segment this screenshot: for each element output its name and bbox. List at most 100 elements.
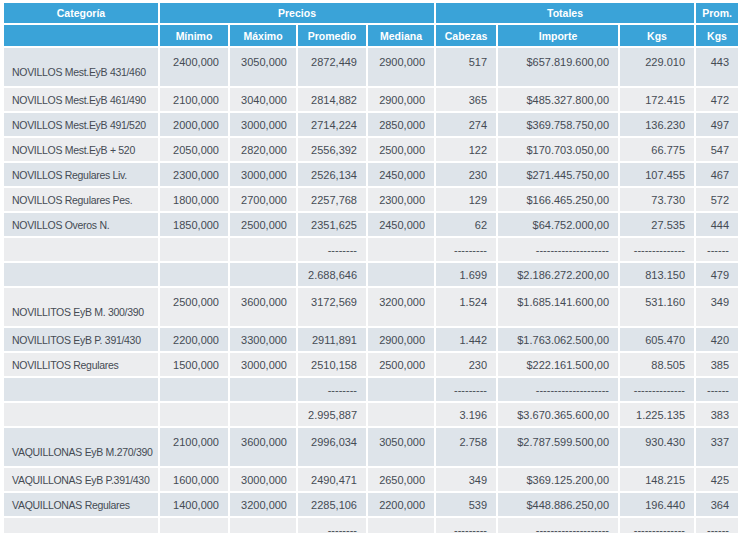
importe-cell: $1.763.062.500,00 <box>498 328 620 353</box>
prom-kgs-cell: ------ <box>696 238 740 263</box>
promedio-cell: 2285,106 <box>298 493 368 518</box>
minimo-cell: 2050,000 <box>160 138 230 163</box>
kgs-cell: 73.730 <box>620 188 696 213</box>
mediana-cell <box>368 263 436 288</box>
subheader-mediana: Mediana <box>368 25 436 48</box>
promedio-cell: -------- <box>298 238 368 263</box>
dashes-row: ----------------------------------------… <box>4 518 740 533</box>
subheader-categoria <box>4 25 160 48</box>
maximo-cell <box>230 263 298 288</box>
minimo-cell: 2000,000 <box>160 113 230 138</box>
category-cell <box>4 518 160 533</box>
importe-cell: -------------------- <box>498 518 620 533</box>
kgs-cell: 172.415 <box>620 88 696 113</box>
prom-kgs-cell: 443 <box>696 48 740 88</box>
category-cell: NOVILLOS Mest.EyB 431/460 <box>4 48 160 88</box>
promedio-cell: 2257,768 <box>298 188 368 213</box>
promedio-cell: 2814,882 <box>298 88 368 113</box>
prom-kgs-cell: 547 <box>696 138 740 163</box>
table-row: NOVILLOS Regulares Pes.1800,0002700,0002… <box>4 188 740 213</box>
prom-kgs-cell: 472 <box>696 88 740 113</box>
mediana-cell: 3200,000 <box>368 288 436 328</box>
kgs-cell: 107.455 <box>620 163 696 188</box>
promedio-cell: 3172,569 <box>298 288 368 328</box>
minimo-cell <box>160 378 230 403</box>
kgs-cell: 88.505 <box>620 353 696 378</box>
promedio-cell: 2510,158 <box>298 353 368 378</box>
importe-cell: $64.752.000,00 <box>498 213 620 238</box>
category-cell <box>4 263 160 288</box>
kgs-cell: 27.535 <box>620 213 696 238</box>
importe-cell: $170.703.050,00 <box>498 138 620 163</box>
minimo-cell <box>160 403 230 428</box>
maximo-cell: 3600,000 <box>230 288 298 328</box>
dashes-row: ----------------------------------------… <box>4 378 740 403</box>
header-prom: Prom. <box>696 3 740 25</box>
page: Categoría Precios Totales Prom. MínimoMá… <box>0 0 746 533</box>
mediana-cell: 2450,000 <box>368 213 436 238</box>
table-row: NOVILLOS Mest.EyB 461/4902100,0003040,00… <box>4 88 740 113</box>
minimo-cell <box>160 263 230 288</box>
header-column-row: MínimoMáximoPromedioMedianaCabezasImport… <box>4 25 740 48</box>
minimo-cell <box>160 238 230 263</box>
cabezas-cell: --------- <box>436 518 498 533</box>
importe-cell: -------------------- <box>498 238 620 263</box>
price-table: Categoría Precios Totales Prom. MínimoMá… <box>4 3 740 533</box>
category-cell: VAQUILLONAS EyB M.270/390 <box>4 428 160 468</box>
importe-cell: $448.886.250,00 <box>498 493 620 518</box>
category-cell <box>4 238 160 263</box>
kgs-cell: -------------- <box>620 238 696 263</box>
category-cell: NOVILLOS Regulares Liv. <box>4 163 160 188</box>
maximo-cell: 3000,000 <box>230 113 298 138</box>
cabezas-cell: 62 <box>436 213 498 238</box>
prom-kgs-cell: 383 <box>696 403 740 428</box>
minimo-cell: 2100,000 <box>160 88 230 113</box>
table-row: NOVILLOS Mest.EyB 431/4602400,0003050,00… <box>4 48 740 88</box>
kgs-cell: 229.010 <box>620 48 696 88</box>
mediana-cell: 2650,000 <box>368 468 436 493</box>
cabezas-cell: 1.442 <box>436 328 498 353</box>
table-row: VAQUILLONAS Regulares1400,0003200,000228… <box>4 493 740 518</box>
maximo-cell: 3050,000 <box>230 48 298 88</box>
category-cell <box>4 403 160 428</box>
prom-kgs-cell: 572 <box>696 188 740 213</box>
minimo-cell: 1800,000 <box>160 188 230 213</box>
maximo-cell: 2820,000 <box>230 138 298 163</box>
category-cell: VAQUILLONAS EyB P.391/430 <box>4 468 160 493</box>
minimo-cell: 1600,000 <box>160 468 230 493</box>
subheader-cabezas: Cabezas <box>436 25 498 48</box>
cabezas-cell: 365 <box>436 88 498 113</box>
kgs-cell: 1.225.135 <box>620 403 696 428</box>
prom-kgs-cell: 364 <box>696 493 740 518</box>
header-categoria: Categoría <box>4 3 160 25</box>
kgs-cell: 196.440 <box>620 493 696 518</box>
minimo-cell: 2200,000 <box>160 328 230 353</box>
cabezas-cell: 517 <box>436 48 498 88</box>
cabezas-cell: 539 <box>436 493 498 518</box>
table-row: VAQUILLONAS EyB P.391/4301600,0003000,00… <box>4 468 740 493</box>
cabezas-cell: 129 <box>436 188 498 213</box>
kgs-cell: -------------- <box>620 378 696 403</box>
kgs-cell: 531.160 <box>620 288 696 328</box>
maximo-cell: 3300,000 <box>230 328 298 353</box>
table-row: NOVILLOS Mest.EyB 491/5202000,0003000,00… <box>4 113 740 138</box>
maximo-cell: 3000,000 <box>230 468 298 493</box>
maximo-cell: 3600,000 <box>230 428 298 468</box>
subtotal-row: 2.995,8873.196$3.670.365.600,001.225.135… <box>4 403 740 428</box>
table-row: NOVILLOS Regulares Liv.2300,0003000,0002… <box>4 163 740 188</box>
dashes-row: ----------------------------------------… <box>4 238 740 263</box>
kgs-cell: 813.150 <box>620 263 696 288</box>
mediana-cell: 2200,000 <box>368 493 436 518</box>
cabezas-cell: 1.699 <box>436 263 498 288</box>
category-cell: VAQUILLONAS Regulares <box>4 493 160 518</box>
category-cell: NOVILLITOS EyB P. 391/430 <box>4 328 160 353</box>
mediana-cell <box>368 518 436 533</box>
table-row: VAQUILLONAS EyB M.270/3902100,0003600,00… <box>4 428 740 468</box>
table-row: NOVILLITOS EyB M. 300/3902500,0003600,00… <box>4 288 740 328</box>
kgs-cell: 930.430 <box>620 428 696 468</box>
category-cell: NOVILLITOS EyB M. 300/390 <box>4 288 160 328</box>
maximo-cell <box>230 378 298 403</box>
cabezas-cell: 274 <box>436 113 498 138</box>
promedio-cell: 2.688,646 <box>298 263 368 288</box>
prom-kgs-cell: ------ <box>696 378 740 403</box>
